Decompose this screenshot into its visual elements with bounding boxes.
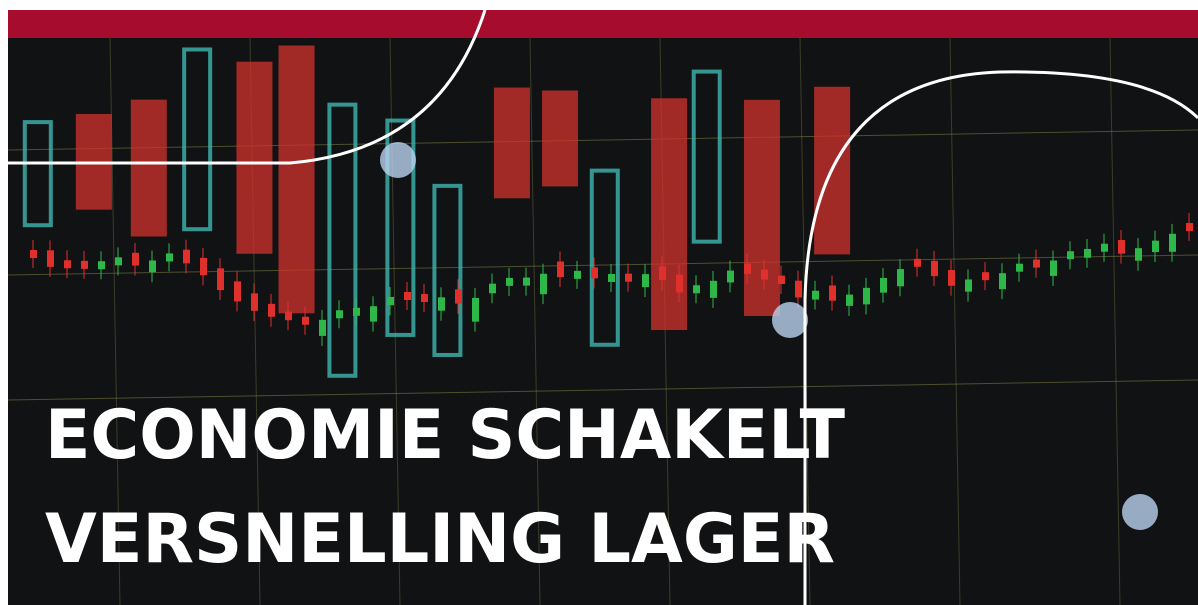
decorative-candle [795,281,802,298]
decorative-candle [279,46,315,314]
decorative-candle [285,312,292,321]
decorative-candle [387,297,394,305]
decorative-candle [1135,248,1142,261]
decorative-candle [965,279,972,291]
decorative-candle [1169,234,1176,252]
decorative-candle [404,292,411,300]
page: ECONOMIE SCHAKELT VERSNELLING LAGER (() … [0,0,1198,605]
decorative-candle [30,250,37,258]
decorative-glow [1122,494,1158,530]
decorative-glow [380,142,416,178]
decorative-candle [542,91,578,187]
decorative-candle [982,272,989,280]
decorative-candle [1152,241,1159,252]
decorative-candle [149,260,156,272]
decorative-candle [523,278,530,286]
headline-line: VERSNELLING LAGER [45,500,835,579]
decorative-candle [1016,264,1023,272]
decorative-candle [217,268,224,290]
decorative-candle [914,259,921,267]
decorative-candle [1186,223,1193,231]
decorative-candle [608,274,615,282]
decorative-candle [1067,251,1074,259]
decorative-candle [651,98,687,330]
decorative-candle [353,308,360,316]
decorative-candle [234,281,241,301]
decorative-candle [812,291,819,300]
decorative-candle [1118,240,1125,254]
decorative-candle [98,261,105,269]
decorative-glow [772,302,808,338]
decorative-candle [251,293,258,310]
decorative-candle [236,62,272,254]
decorative-candle [574,271,581,279]
decorative-candle [931,261,938,276]
decorative-candle [81,261,88,269]
decorative-candle [472,298,479,322]
decorative-candle [370,306,377,321]
decorative-candle [506,278,513,286]
headline-line: ECONOMIE SCHAKELT [45,396,846,475]
decorative-candle [710,281,717,298]
decorative-candle [727,271,734,283]
decorative-candle [438,297,445,310]
decorative-candle [131,100,167,237]
decorative-candle [494,88,530,199]
decorative-candle [880,278,887,293]
decorative-candle [829,285,836,300]
decorative-candle [1101,244,1108,252]
decorative-candle [659,266,666,280]
top-bar [8,10,1198,38]
decorative-candle [132,253,139,266]
decorative-candle [64,260,71,268]
decorative-candle [744,264,751,274]
decorative-candle [200,258,207,275]
decorative-candle [489,284,496,294]
decorative-candle [166,253,173,261]
decorative-candle [302,317,309,325]
decorative-candle [319,320,326,336]
decorative-candle [1084,249,1091,258]
decorative-candle [455,289,462,303]
decorative-candle [948,270,955,286]
decorative-candle [557,262,564,278]
decorative-candle [115,257,122,265]
decorative-candle [693,285,700,293]
decorative-candle [846,295,853,306]
decorative-candle [1033,260,1040,268]
decorative-candle [47,250,54,267]
decorative-candle [744,100,780,316]
decorative-candle [540,274,547,294]
decorative-candle [897,269,904,286]
banner: ECONOMIE SCHAKELT VERSNELLING LAGER [0,0,1198,605]
decorative-candle [183,250,190,264]
decorative-candle [778,276,785,284]
decorative-candle [761,270,768,280]
decorative-candle [999,273,1006,289]
decorative-candle [625,274,632,282]
decorative-candle [421,294,428,302]
decorative-candle [642,274,649,287]
decorative-candle [268,304,275,317]
decorative-candle [591,267,598,278]
decorative-candle [863,288,870,305]
decorative-candle [1050,261,1057,276]
decorative-candle [676,275,683,293]
decorative-candle [336,310,343,318]
